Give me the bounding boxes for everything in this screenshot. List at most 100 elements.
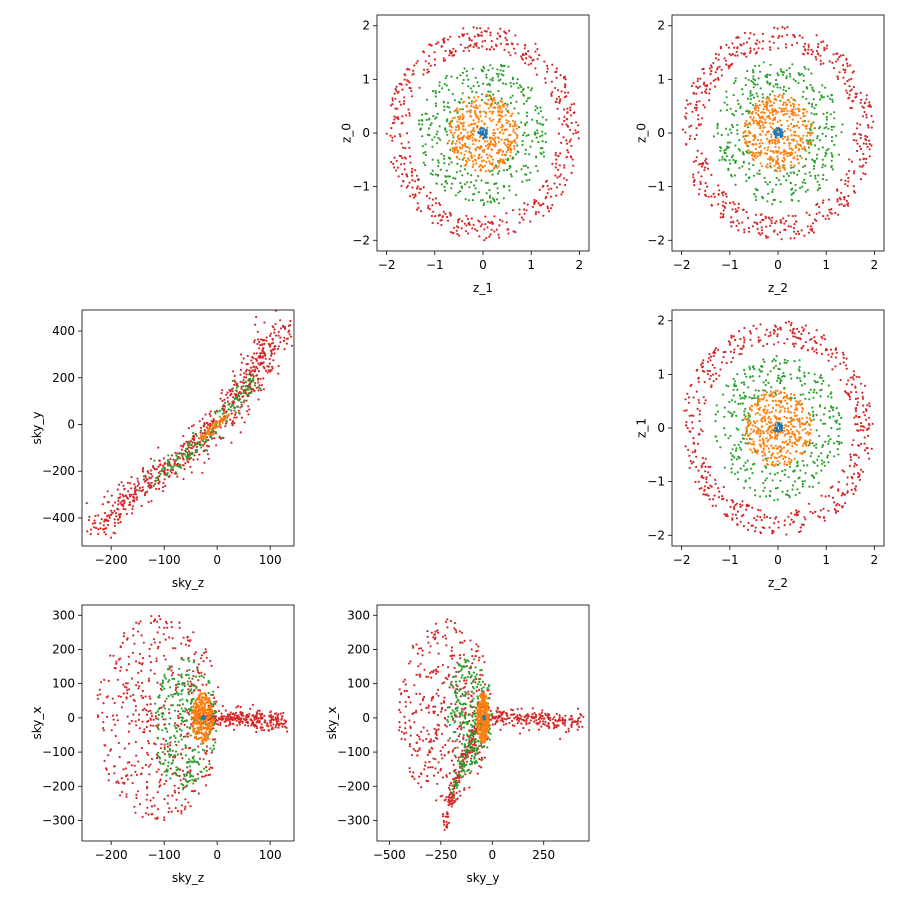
scatter-point (288, 329, 291, 332)
scatter-point (764, 465, 767, 468)
scatter-point (574, 129, 577, 132)
scatter-point (526, 166, 530, 169)
scatter-point (190, 425, 193, 428)
scatter-point (701, 162, 705, 165)
scatter-point (855, 149, 859, 153)
scatter-point (502, 185, 506, 188)
scatter-point (830, 140, 834, 143)
scatter-point (792, 34, 796, 37)
scatter-point (517, 112, 520, 115)
scatter-point (686, 392, 689, 395)
scatter-point (477, 120, 480, 123)
scatter-point (761, 115, 764, 118)
scatter-point (488, 160, 491, 163)
scatter-point (845, 58, 848, 61)
scatter-point (776, 83, 779, 86)
scatter-point (797, 135, 800, 138)
scatter-point (525, 111, 529, 114)
scatter-point (503, 162, 506, 165)
scatter-point (800, 332, 803, 335)
scatter-point (725, 63, 728, 66)
scatter-point (752, 440, 755, 443)
scatter-point (522, 134, 525, 137)
scatter-point (511, 78, 514, 81)
scatter-point (764, 389, 767, 392)
scatter-point (748, 37, 751, 40)
scatter-point (399, 82, 402, 85)
scatter-point (147, 500, 150, 504)
scatter-point (528, 55, 531, 58)
scatter-point (528, 178, 531, 181)
scatter-point (511, 112, 514, 115)
scatter-point (536, 129, 539, 132)
scatter-point (805, 110, 809, 113)
scatter-point (479, 115, 482, 118)
scatter-point (754, 195, 757, 198)
scatter-point (457, 221, 460, 224)
scatter-point (189, 452, 192, 455)
scatter-point (784, 228, 787, 232)
scatter-point (867, 416, 871, 419)
scatter-point (395, 89, 398, 92)
scatter-point (554, 174, 557, 177)
scatter-point (220, 417, 223, 420)
scatter-point (861, 115, 865, 118)
scatter-point (750, 404, 753, 407)
scatter-point (793, 432, 796, 435)
scatter-point (811, 88, 814, 91)
scatter-point (758, 439, 762, 442)
scatter-point (273, 331, 276, 334)
scatter-point (765, 97, 768, 100)
scatter-point (777, 95, 780, 98)
scatter-point (449, 214, 452, 217)
scatter-point (822, 96, 825, 99)
scatter-point (481, 45, 484, 48)
scatter-point (789, 75, 792, 78)
scatter-point (815, 58, 818, 61)
scatter-point (466, 146, 469, 149)
series-series0-points (772, 127, 784, 139)
scatter-point (482, 204, 485, 207)
scatter-point (850, 160, 854, 163)
scatter-point (783, 158, 786, 161)
scatter-point (779, 219, 782, 222)
scatter-point (124, 508, 127, 511)
scatter-point (863, 436, 866, 439)
scatter-point (685, 421, 688, 424)
scatter-point (735, 224, 738, 228)
scatter-point (727, 168, 730, 172)
scatter-point (460, 152, 463, 155)
scatter-point (722, 200, 725, 203)
scatter-point (764, 405, 767, 408)
scatter-point (747, 441, 750, 444)
scatter-point (804, 149, 808, 152)
scatter-point (734, 54, 737, 57)
scatter-point (686, 427, 689, 430)
scatter-point (800, 72, 803, 75)
scatter-point (473, 154, 476, 157)
scatter-point (445, 84, 448, 87)
y-tick-label: 0 (362, 126, 370, 140)
scatter-point (403, 156, 406, 159)
scatter-point (408, 146, 411, 149)
scatter-point (504, 143, 507, 146)
scatter-point (203, 423, 206, 426)
scatter-point (480, 34, 483, 37)
scatter-point (522, 87, 525, 90)
scatter-point (537, 141, 540, 144)
scatter-point (703, 380, 706, 384)
scatter-point (736, 388, 739, 391)
scatter-point (499, 99, 502, 103)
scatter-point (449, 148, 452, 151)
scatter-point (230, 422, 234, 425)
scatter-point (546, 184, 549, 187)
scatter-point (509, 54, 512, 57)
scatter-point (722, 209, 725, 212)
scatter-point (762, 449, 765, 452)
scatter-point (727, 385, 730, 388)
scatter-point (468, 159, 471, 162)
scatter-point (403, 168, 406, 171)
scatter-point (776, 379, 779, 382)
scatter-point (435, 182, 438, 185)
scatter-point (811, 131, 814, 134)
